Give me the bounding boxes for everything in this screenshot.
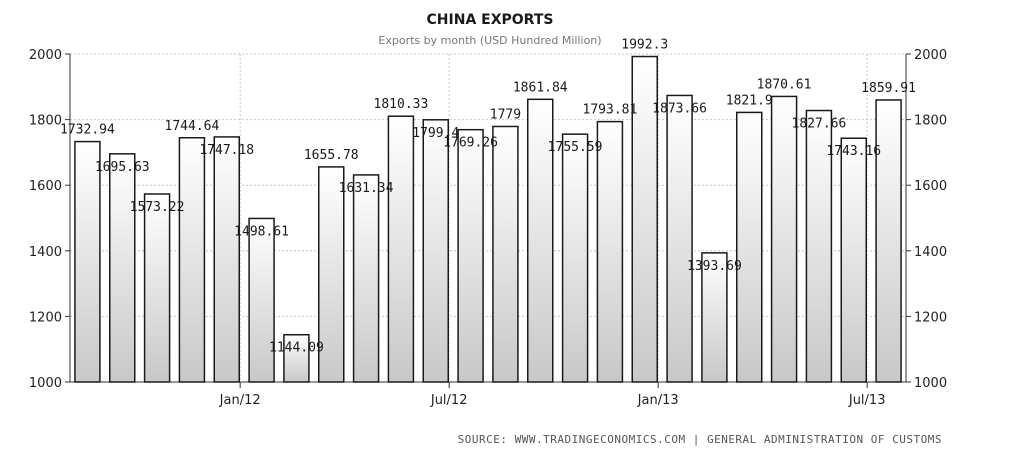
data-label: 1859.91	[861, 81, 916, 96]
data-label: 1744.64	[165, 119, 220, 134]
data-label: 1769.26	[443, 136, 498, 151]
y-tick-label-left: 1200	[29, 310, 62, 325]
y-tick-label-left: 1600	[29, 179, 62, 194]
y-tick-label-left: 1800	[29, 114, 62, 129]
bar	[492, 125, 519, 383]
y-tick-label-right: 2000	[914, 48, 947, 63]
data-label: 1732.94	[60, 123, 115, 138]
data-label: 1393.69	[687, 259, 742, 274]
bar	[875, 99, 902, 383]
chart-title: CHINA EXPORTS	[427, 12, 554, 28]
y-tick-label-right: 1600	[914, 179, 947, 194]
bar	[422, 119, 449, 383]
bar	[736, 111, 763, 383]
data-label: 1144.09	[269, 341, 324, 356]
bar	[805, 109, 833, 383]
data-label: 1631.34	[339, 181, 394, 196]
y-tick-label-right: 1200	[914, 310, 947, 325]
bar	[631, 55, 658, 383]
data-label: 1810.33	[374, 97, 429, 112]
chart-subtitle: Exports by month (USD Hundred Million)	[378, 34, 601, 47]
data-label: 1821.9	[726, 93, 773, 108]
bar	[457, 128, 484, 383]
bar	[527, 98, 554, 383]
data-label: 1827.66	[792, 117, 847, 132]
data-label: 1747.18	[199, 143, 254, 158]
bar	[109, 153, 136, 383]
data-label: 1793.81	[583, 103, 638, 118]
x-tick-label: Jan/12	[219, 393, 261, 408]
bar	[770, 95, 798, 383]
y-tick-label-right: 1800	[914, 114, 947, 129]
axes	[65, 53, 911, 388]
data-label: 1743.16	[826, 144, 881, 159]
bar	[387, 115, 415, 383]
bar	[666, 94, 693, 383]
bar	[248, 217, 275, 383]
x-tick-label: Jan/13	[637, 393, 679, 408]
bar	[143, 193, 171, 383]
bars	[74, 55, 902, 383]
data-label: 1573.22	[130, 200, 185, 215]
bar	[352, 174, 380, 383]
source-note: SOURCE: WWW.TRADINGECONOMICS.COM | GENER…	[458, 433, 942, 446]
data-label: 1870.61	[757, 77, 812, 92]
bar	[74, 140, 101, 383]
y-tick-label-left: 2000	[29, 48, 62, 63]
data-labels: 1732.94 1695.63 1573.22 1744.64 1747.18 1498.…	[60, 38, 916, 356]
data-label: 1799.4	[412, 126, 459, 141]
data-label: 1655.78	[304, 148, 359, 163]
y-tick-label-right: 1400	[914, 245, 947, 260]
bar	[596, 120, 624, 383]
x-tick-label: Jul/13	[848, 393, 886, 408]
x-tick-label: Jul/12	[430, 393, 468, 408]
bar	[840, 137, 867, 383]
y-tick-label-left: 1000	[29, 376, 62, 391]
data-label: 1873.66	[652, 101, 707, 116]
data-label: 1695.63	[95, 160, 150, 175]
bar	[318, 166, 345, 383]
bar	[213, 136, 240, 383]
y-tick-label-right: 1000	[914, 376, 947, 391]
bar	[283, 333, 310, 383]
data-label: 1861.84	[513, 80, 568, 95]
bar	[178, 137, 206, 383]
y-tick-label-left: 1400	[29, 245, 62, 260]
data-label: 1992.3	[621, 38, 668, 53]
data-label: 1779	[490, 107, 521, 122]
tick-labels: 1000 1000 1200 1200 1400 1400 1600 1600 1800 1800…	[29, 48, 947, 408]
data-label: 1498.61	[234, 224, 289, 239]
bar	[561, 133, 589, 383]
data-label: 1755.59	[548, 140, 603, 155]
bar	[701, 252, 728, 383]
gridlines	[70, 53, 906, 382]
